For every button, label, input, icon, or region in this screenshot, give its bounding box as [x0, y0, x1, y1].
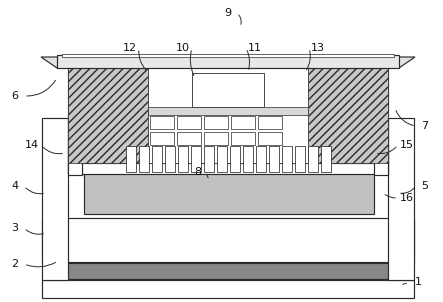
Text: 15: 15 [400, 140, 414, 150]
Bar [258, 116, 282, 129]
Bar [388, 118, 414, 280]
Bar [256, 146, 267, 172]
Text: 2: 2 [12, 259, 19, 269]
Bar [218, 146, 228, 172]
Bar [205, 146, 214, 172]
Text: 8: 8 [194, 167, 202, 177]
Bar [127, 146, 136, 172]
Bar [58, 263, 400, 279]
Bar [42, 118, 68, 280]
Bar [152, 146, 163, 172]
Bar [42, 280, 414, 298]
Text: 7: 7 [421, 121, 428, 131]
Text: 4: 4 [12, 181, 19, 191]
Bar [68, 68, 388, 163]
Bar [283, 146, 292, 172]
Bar [179, 146, 189, 172]
Bar [42, 218, 414, 262]
Text: 3: 3 [12, 223, 19, 233]
Bar [322, 146, 331, 172]
Bar [308, 68, 388, 163]
Text: 16: 16 [400, 193, 414, 203]
Bar [62, 54, 394, 57]
Bar [68, 162, 388, 174]
Bar [374, 145, 388, 175]
Text: 1: 1 [415, 277, 421, 287]
Text: 9: 9 [225, 8, 232, 18]
Bar [148, 68, 308, 163]
Text: 11: 11 [248, 43, 262, 53]
Bar [258, 132, 282, 145]
Text: 10: 10 [176, 43, 190, 53]
Bar [68, 68, 148, 163]
Bar [57, 55, 399, 68]
Bar [308, 146, 319, 172]
Bar [295, 146, 306, 172]
Bar [84, 172, 374, 214]
Bar [231, 132, 255, 145]
Bar [192, 73, 264, 107]
Bar [166, 146, 175, 172]
Bar [191, 146, 202, 172]
Bar [150, 132, 174, 145]
Bar [177, 132, 201, 145]
Text: 6: 6 [12, 91, 19, 101]
Bar [244, 146, 253, 172]
Bar [269, 146, 280, 172]
Text: 13: 13 [311, 43, 325, 53]
Text: 14: 14 [25, 140, 39, 150]
Bar [177, 116, 201, 129]
Bar [148, 107, 308, 115]
Bar [68, 145, 82, 175]
Text: 12: 12 [123, 43, 137, 53]
Bar [204, 116, 228, 129]
Bar [150, 116, 174, 129]
Bar [140, 146, 149, 172]
Text: 5: 5 [421, 181, 428, 191]
Bar [230, 146, 241, 172]
Bar [204, 132, 228, 145]
Bar [231, 116, 255, 129]
Polygon shape [41, 57, 415, 68]
